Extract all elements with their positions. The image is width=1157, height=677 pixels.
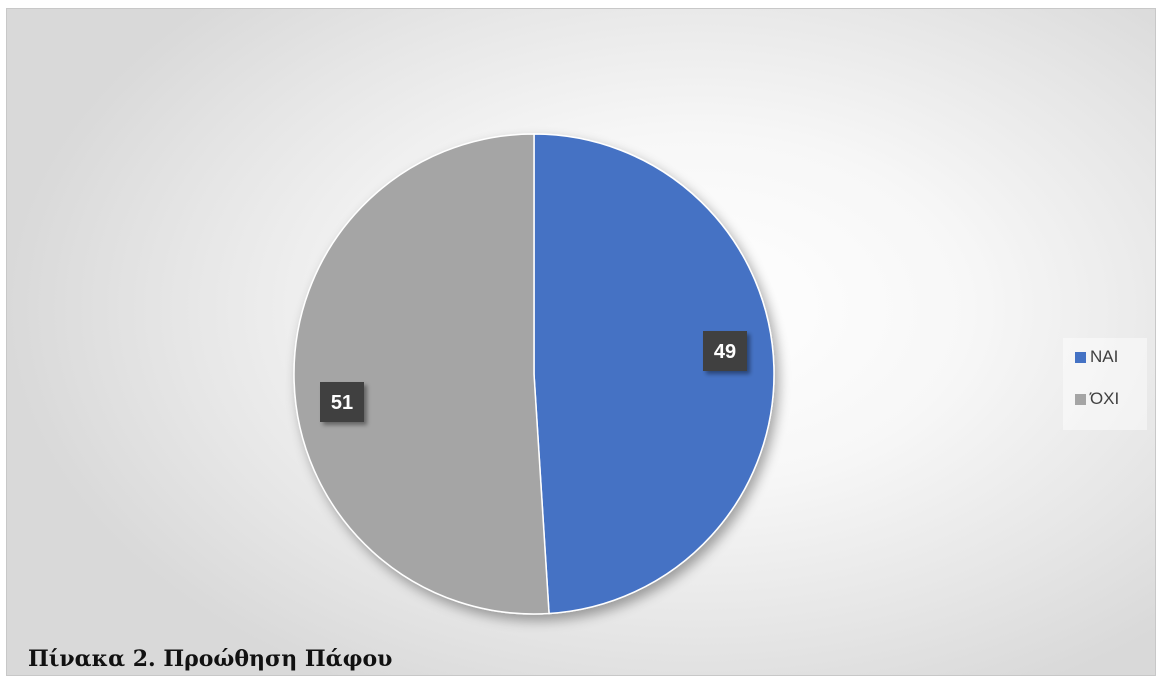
legend-swatch-oxi [1075, 393, 1086, 405]
pie-chart: 49 51 [293, 133, 775, 615]
data-label-text: 49 [714, 341, 736, 363]
data-label-nai: 49 [703, 331, 747, 371]
data-label-oxi: 51 [320, 382, 364, 422]
chart-area: 49 51 ΝΑΙ ΌΧΙ Πίνακα 2. Προώθηση Πάφου [6, 8, 1156, 676]
data-label-text: 51 [331, 392, 353, 414]
legend-label-oxi: ΌΧΙ [1090, 389, 1120, 408]
legend-item-oxi: ΌΧΙ [1075, 387, 1147, 411]
pie-slice-oxi [293, 133, 550, 615]
data-label-box [320, 382, 364, 422]
pie-slice-nai [533, 133, 775, 615]
legend: ΝΑΙ ΌΧΙ [1063, 338, 1147, 430]
data-label-box [703, 331, 747, 371]
legend-label-nai: ΝΑΙ [1090, 347, 1119, 366]
legend-swatch-nai [1075, 351, 1086, 363]
legend-item-nai: ΝΑΙ [1075, 345, 1147, 369]
chart-caption: Πίνακα 2. Προώθηση Πάφου [28, 646, 393, 672]
